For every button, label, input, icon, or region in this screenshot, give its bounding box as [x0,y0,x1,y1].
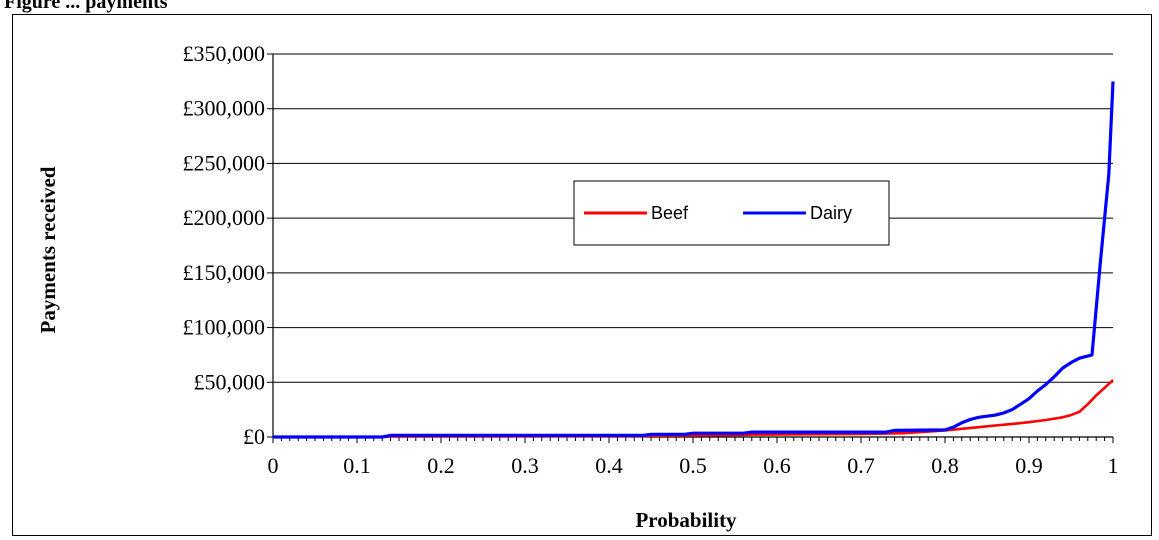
x-tick-label: 0.8 [931,453,959,478]
y-axis-title: Payments received [36,166,60,333]
y-tick-label: £150,000 [183,260,266,285]
x-tick-label: 0 [268,453,279,478]
figure-caption: Figure ... payments [4,0,168,13]
series-line-beef [273,379,1114,439]
y-tick-label: £300,000 [183,96,266,121]
x-tick-label: 0.2 [427,453,455,478]
x-axis-title: Probability [635,508,737,532]
chart: £0 £50,000 £100,000 £150,000 £200,000 £250,00… [36,41,1119,532]
x-tick-label: 0.1 [343,453,371,478]
axes [267,53,1114,443]
y-tick-label: £350,000 [183,41,266,66]
x-tick-label: 0.6 [763,453,791,478]
x-tick-label: 0.7 [847,453,875,478]
series-lines [273,81,1115,439]
x-tick-label: 0.9 [1015,453,1043,478]
y-tick-label: £200,000 [183,205,266,230]
x-tick-label: 1 [1108,453,1119,478]
legend: Beef Dairy [573,180,890,246]
gridlines [273,53,1113,383]
legend-label-dairy: Dairy [810,203,852,223]
legend-label-beef: Beef [651,203,689,223]
tick-labels: £0 £50,000 £100,000 £150,000 £200,000 £250,00… [183,41,1119,478]
y-tick-label: £100,000 [183,315,266,340]
series-line-dairy [273,81,1115,439]
x-tick-label: 0.4 [595,453,623,478]
x-tick-label: 0.5 [679,453,707,478]
y-tick-label: £50,000 [194,369,266,394]
y-tick-label: £250,000 [183,150,266,175]
x-tick-label: 0.3 [511,453,539,478]
chart-frame: £0 £50,000 £100,000 £150,000 £200,000 £250,00… [12,14,1152,536]
y-tick-label: £0 [243,424,265,449]
